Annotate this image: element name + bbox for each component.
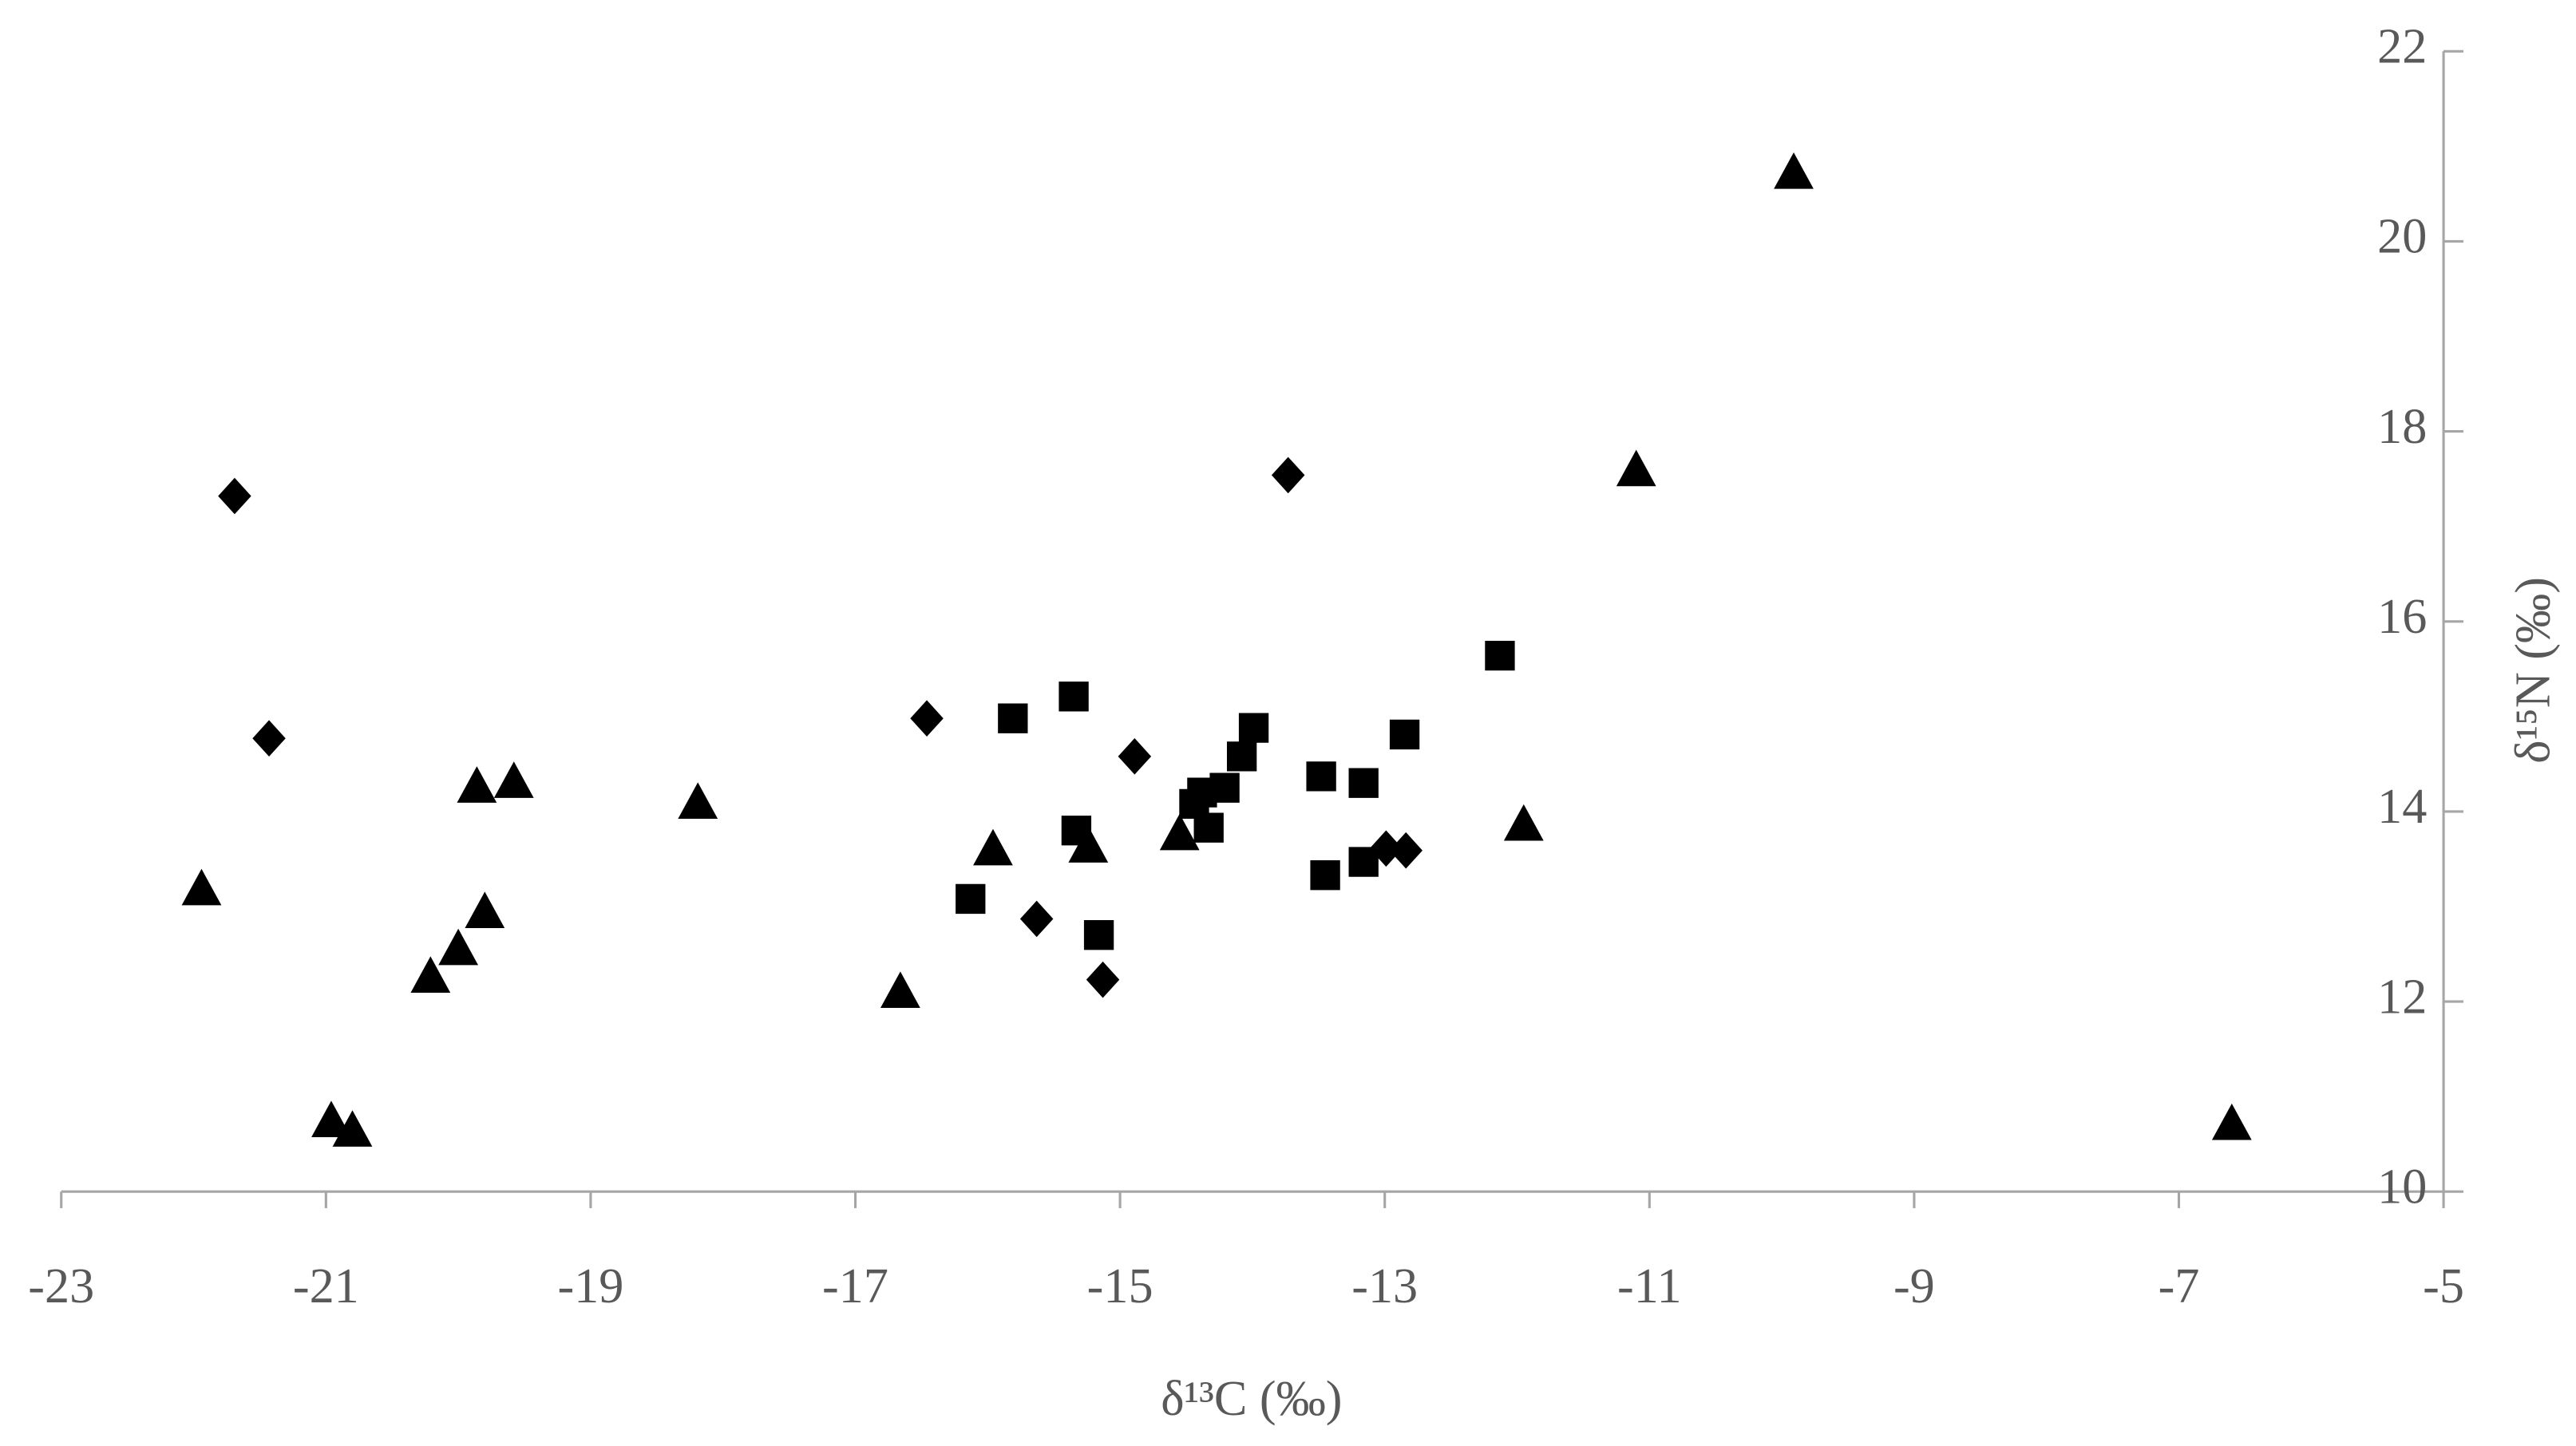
- y-tick-label: 12: [2377, 970, 2427, 1024]
- x-tick-label: -19: [557, 1259, 623, 1314]
- point: [1086, 961, 1120, 998]
- point: [1306, 761, 1336, 792]
- point: [465, 891, 505, 928]
- point: [457, 766, 497, 803]
- x-tick-label: -13: [1351, 1259, 1418, 1314]
- y-tick-label: 20: [2377, 210, 2427, 264]
- point: [880, 971, 920, 1009]
- point: [218, 477, 251, 515]
- point: [181, 868, 222, 906]
- point: [1068, 826, 1109, 863]
- point: [1389, 832, 1423, 869]
- x-tick-label: -15: [1087, 1259, 1153, 1314]
- x-axis-label: δ¹³C (‰): [1161, 1372, 1342, 1426]
- point: [1348, 768, 1379, 798]
- point: [910, 700, 944, 737]
- y-tick-label: 14: [2377, 780, 2427, 834]
- point: [1083, 920, 1114, 950]
- point: [1058, 682, 1089, 712]
- point: [956, 883, 986, 915]
- point: [1118, 738, 1152, 775]
- point: [493, 761, 534, 798]
- point: [678, 782, 718, 820]
- y-tick-label: 16: [2377, 590, 2427, 644]
- point: [332, 1110, 373, 1147]
- x-tick-label: -7: [2159, 1259, 2200, 1314]
- point: [1187, 777, 1217, 808]
- point: [1616, 449, 1656, 487]
- point: [1774, 152, 1814, 189]
- x-tick-label: -11: [1617, 1259, 1682, 1314]
- y-tick-label: 18: [2377, 400, 2427, 454]
- x-tick-label: -9: [1893, 1259, 1935, 1314]
- point: [1193, 812, 1224, 843]
- point: [1226, 741, 1257, 772]
- point: [973, 828, 1013, 866]
- point: [998, 703, 1028, 733]
- x-tick-label: -23: [28, 1259, 94, 1314]
- point: [438, 928, 479, 966]
- point: [1389, 719, 1420, 750]
- x-tick-label: -5: [2423, 1259, 2464, 1314]
- point: [1310, 860, 1340, 891]
- point: [1271, 456, 1305, 494]
- point: [1348, 847, 1379, 877]
- point: [1485, 640, 1515, 671]
- x-tick-label: -17: [822, 1259, 888, 1314]
- point: [1209, 772, 1240, 803]
- point: [1503, 804, 1544, 841]
- point: [311, 1100, 351, 1137]
- point: [2211, 1103, 2252, 1140]
- point: [252, 720, 286, 757]
- y-tick-label: 10: [2377, 1160, 2427, 1215]
- point: [1238, 713, 1269, 743]
- point: [1159, 813, 1200, 851]
- x-tick-label: -21: [293, 1259, 359, 1314]
- point: [410, 956, 451, 993]
- y-axis-label: δ¹⁵N (‰): [2507, 577, 2561, 764]
- point: [1019, 900, 1054, 938]
- y-tick-label: 22: [2377, 20, 2427, 74]
